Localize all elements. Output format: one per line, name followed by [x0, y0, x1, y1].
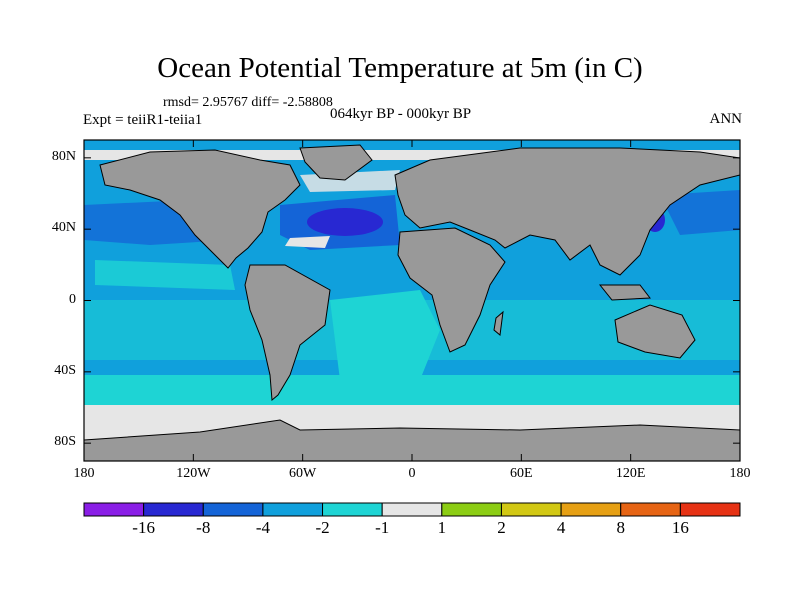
- colorbar-box: [620, 502, 681, 517]
- colorbar-label: 2: [497, 518, 506, 537]
- colorbar-box: [322, 502, 383, 517]
- anomaly-neutral-atlantic: [285, 236, 330, 248]
- lon-label: 60W: [289, 466, 317, 481]
- land-africa: [397, 227, 506, 353]
- anomaly-south-atlantic: [330, 290, 440, 380]
- land-antarctica: [84, 419, 740, 461]
- land-south-america: [244, 264, 331, 402]
- lon-label: 120W: [176, 466, 211, 481]
- colorbar-boxes: [83, 502, 741, 517]
- lon-label: 180: [729, 466, 751, 481]
- lon-label: 60E: [510, 466, 533, 481]
- land-maritime-continent: [598, 284, 651, 301]
- colorbar-label: -2: [315, 518, 330, 537]
- colorbar-label: -16: [132, 518, 155, 537]
- colorbar-label: 1: [437, 518, 447, 537]
- experiment-label: Expt = teiiR1-teiia1: [83, 112, 203, 128]
- colorbar-box: [202, 502, 264, 517]
- colorbar-label: 8: [616, 518, 625, 537]
- colorbar-label: -4: [255, 518, 270, 537]
- axis-ticks: [83, 140, 741, 461]
- land-greenland: [299, 144, 373, 181]
- land-masses: [84, 144, 740, 461]
- lat-label: 40S: [54, 362, 76, 378]
- colorbar-label: -8: [196, 518, 211, 537]
- lon-label: 0: [408, 466, 416, 481]
- land-australia: [614, 304, 696, 359]
- colorbar-box: [560, 502, 622, 517]
- lat-label: 80S: [54, 434, 76, 450]
- lon-label: 120E: [615, 466, 646, 481]
- anomaly-atlantic-core: [307, 208, 383, 236]
- stats-text: rmsd= 2.95767 diff= -2.58808: [163, 95, 333, 110]
- land-north-america: [99, 149, 301, 269]
- colorbar-box: [83, 502, 145, 517]
- colorbar-box: [679, 502, 741, 517]
- lon-label: 180: [73, 466, 95, 481]
- colorbar-box: [500, 502, 562, 517]
- lat-label: 40N: [51, 220, 76, 236]
- colorbar-box: [262, 502, 324, 517]
- colorbar-label: 4: [556, 518, 566, 537]
- anomaly-northwest-pacific: [660, 190, 740, 235]
- land-eurasia: [394, 147, 740, 276]
- lat-label: 80N: [51, 148, 76, 164]
- colorbar-label: -1: [375, 518, 390, 537]
- period-label: 064kyr BP - 000kyr BP: [330, 106, 472, 122]
- map-field: [84, 140, 740, 461]
- map-title: Ocean Potential Temperature at 5m (in C): [157, 52, 643, 84]
- colorbar-label: 16: [671, 518, 689, 537]
- land-madagascar: [493, 310, 504, 336]
- anomaly-east-pacific: [95, 260, 235, 290]
- lat-label: 0: [69, 291, 76, 307]
- colorbar-box: [143, 502, 204, 517]
- colorbar-box: [381, 502, 443, 517]
- season-label: ANN: [709, 111, 743, 127]
- colorbar-box: [441, 502, 502, 517]
